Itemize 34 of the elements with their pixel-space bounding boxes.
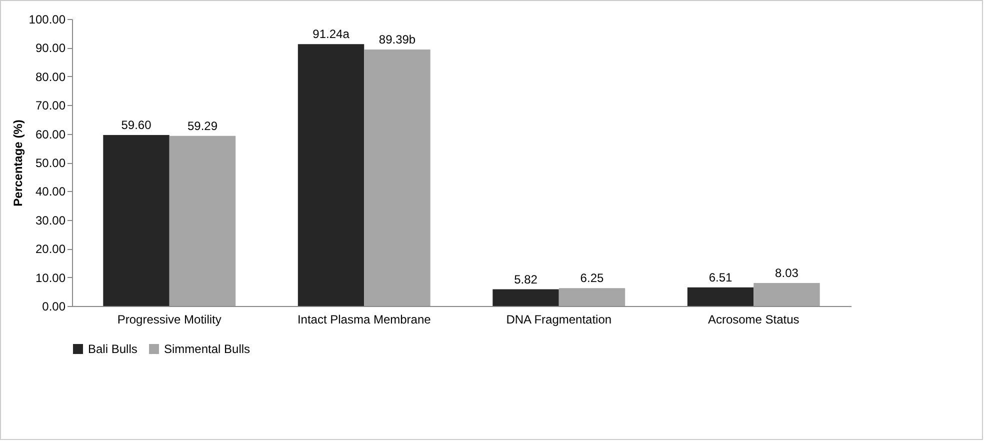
y-tick-label: 50.00 — [35, 156, 66, 170]
bar — [103, 134, 170, 306]
y-tick-label: 40.00 — [35, 184, 66, 199]
y-tick-label: 10.00 — [35, 270, 66, 285]
bar — [558, 288, 626, 306]
y-tick-label: 30.00 — [35, 213, 66, 228]
data-label: 89.39b — [378, 32, 416, 46]
y-tick-label: 20.00 — [35, 242, 66, 256]
bar — [298, 44, 364, 306]
bar — [169, 136, 236, 306]
y-tick-label: 100.00 — [28, 12, 66, 26]
y-tick-label: 60.00 — [35, 127, 66, 142]
legend-label: Bali Bulls — [88, 342, 138, 356]
y-tick-label: 0.00 — [42, 300, 66, 314]
data-label: 8.03 — [775, 266, 799, 280]
x-tick-label: Acrosome Status — [708, 312, 800, 326]
data-label: 6.25 — [580, 271, 604, 286]
y-axis-title: Percentage (%) — [10, 120, 25, 206]
x-tick-label: Progressive Motility — [117, 312, 222, 326]
bar — [687, 287, 754, 306]
data-label: 6.51 — [708, 270, 733, 284]
x-tick-label: Intact Plasma Membrane — [297, 312, 432, 326]
bar — [754, 282, 820, 306]
data-label: 5.82 — [514, 272, 538, 286]
y-tick-label: 70.00 — [35, 98, 66, 113]
data-label: 91.24a — [312, 27, 350, 42]
data-label: 59.60 — [121, 118, 152, 132]
legend-label: Simmental Bulls — [164, 342, 250, 356]
y-tick-label: 90.00 — [35, 41, 66, 56]
bar — [492, 289, 559, 306]
data-label: 59.29 — [187, 118, 218, 133]
bar — [364, 49, 430, 306]
y-tick-label: 80.00 — [35, 70, 66, 84]
x-tick-label: DNA Fragmentation — [506, 312, 612, 326]
